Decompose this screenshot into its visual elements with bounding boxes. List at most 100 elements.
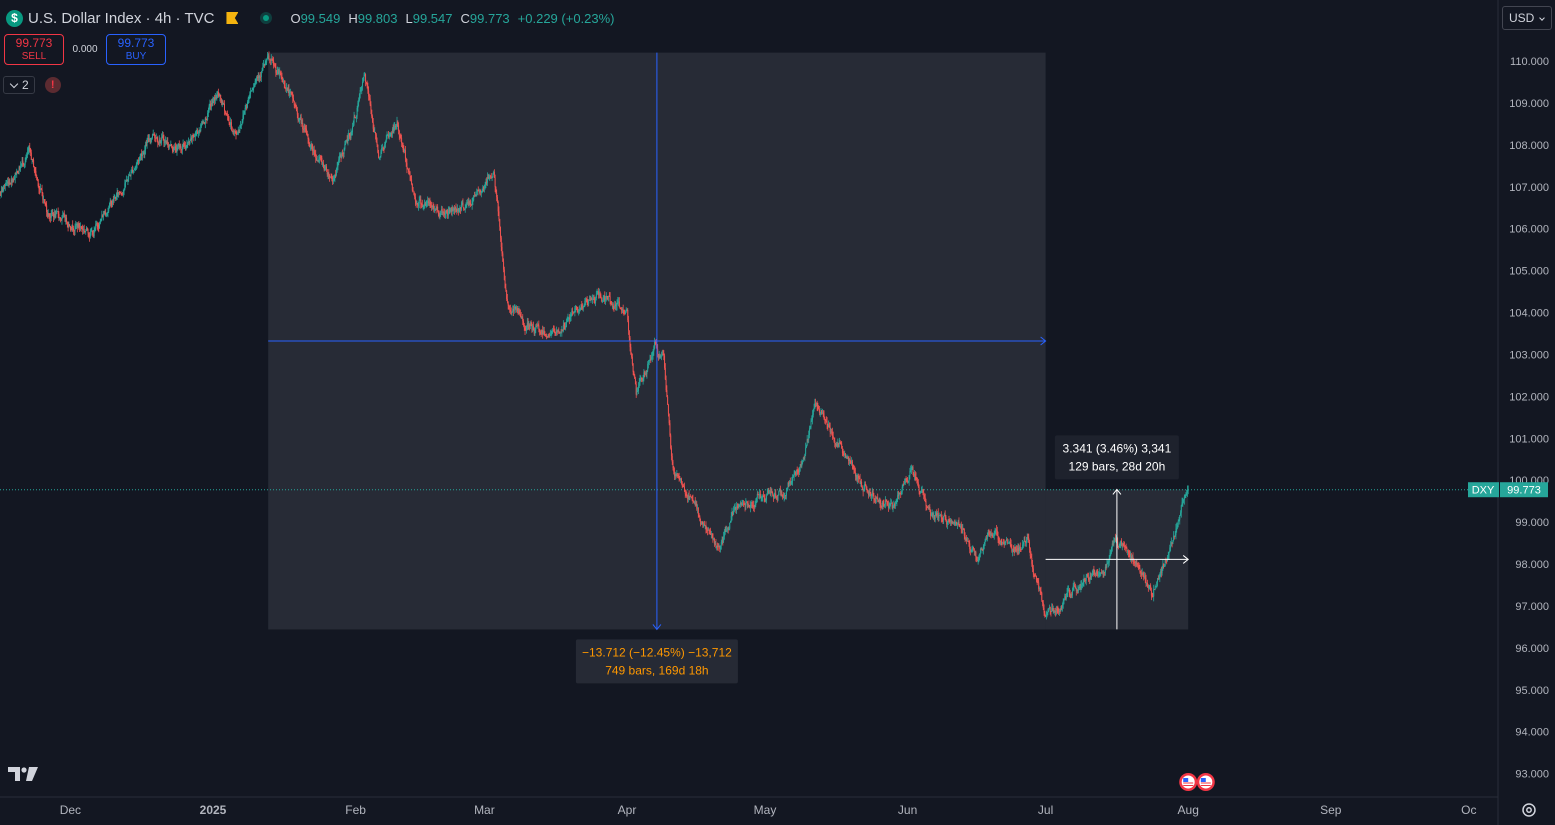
candle-body [398, 125, 400, 131]
candle-body [582, 307, 584, 309]
candle-body [250, 90, 252, 92]
alert-icon[interactable]: ! [44, 77, 61, 93]
candle-body [1024, 540, 1026, 542]
candle-body [948, 519, 950, 522]
candle-body [46, 212, 48, 217]
buy-button[interactable]: 99.773 BUY [106, 34, 166, 65]
candle-body [404, 150, 406, 151]
candle-body [866, 488, 868, 491]
sell-button[interactable]: 99.773 SELL [4, 34, 64, 65]
candle-body [11, 179, 13, 182]
candle-body [425, 202, 427, 206]
candle-body [199, 130, 201, 131]
candle-body [674, 474, 676, 477]
candle-body [470, 204, 472, 206]
indicator-row: 2 ! [3, 76, 61, 94]
candle-body [815, 402, 817, 405]
symbol-title[interactable]: U.S. Dollar Index · 4h · TVC [28, 9, 215, 27]
candle-body [923, 494, 925, 498]
us-flag-icon[interactable] [1196, 773, 1215, 791]
candle-body [778, 491, 780, 496]
candle-body [1043, 608, 1045, 613]
candle-body [330, 176, 332, 178]
candle-body [316, 157, 317, 161]
candle-body [112, 200, 114, 205]
candle-body [838, 441, 840, 444]
candle-body [86, 227, 87, 231]
flag-icon[interactable] [226, 12, 238, 24]
candle-body [666, 390, 668, 397]
candle-body [360, 89, 362, 91]
candle-body [996, 530, 998, 536]
candle-body [307, 134, 309, 140]
candle-body [217, 92, 219, 96]
candle-body [401, 143, 403, 145]
candle-body [909, 470, 911, 476]
candle-body [1039, 588, 1041, 591]
candle-body [356, 108, 358, 117]
candle-body [1025, 540, 1027, 544]
candle-body [225, 112, 227, 114]
candle-body [222, 101, 224, 105]
candle-body [1069, 592, 1071, 596]
settings-gear-icon[interactable] [1520, 801, 1538, 819]
candle-body [702, 523, 704, 527]
candle-body [148, 138, 150, 140]
candle-body [543, 330, 545, 335]
candle-body [818, 409, 820, 413]
rise-measure-label-line1: 3.341 (3.46%) 3,341 [1063, 441, 1172, 455]
candle-body [1173, 535, 1175, 537]
candle-body [598, 292, 600, 295]
market-open-icon[interactable] [260, 12, 273, 24]
candle-body [1084, 580, 1086, 581]
candle-body [100, 219, 102, 221]
candle-body [665, 379, 667, 391]
candle-body [362, 81, 363, 87]
candle-body [935, 513, 937, 516]
candle-body [1021, 547, 1023, 550]
candle-body [944, 514, 946, 517]
candle-body [923, 492, 925, 495]
candle-body [175, 148, 177, 153]
candle-body [240, 125, 242, 127]
candle-body [972, 547, 974, 549]
candle-body [1053, 608, 1055, 612]
y-tick-label: 101.000 [1509, 433, 1549, 445]
candle-body [483, 186, 485, 189]
candle-body [192, 135, 194, 136]
candle-body [138, 158, 140, 161]
indicators-count: 2 [22, 78, 29, 92]
candle-body [911, 466, 913, 468]
candle-body [479, 190, 481, 192]
candle-body [1027, 537, 1029, 539]
candle-body [1028, 538, 1030, 543]
candle-body [838, 443, 840, 445]
candle-body [1010, 544, 1012, 548]
candle-body [1022, 544, 1024, 548]
indicators-collapse-button[interactable]: 2 [3, 76, 35, 94]
tradingview-logo-icon[interactable] [7, 765, 39, 783]
us-flag-icon[interactable] [1179, 773, 1198, 791]
candle-body [961, 528, 963, 530]
candle-body [1160, 571, 1162, 574]
candle-body [533, 330, 535, 334]
candle-body [1078, 586, 1080, 588]
candle-body [1159, 576, 1161, 578]
dollar-symbol-icon[interactable]: $ [6, 9, 23, 27]
candle-body [0, 190, 2, 193]
candle-body [512, 308, 514, 312]
candle-body [703, 524, 705, 527]
candle-body [382, 147, 384, 149]
candle-body [969, 543, 971, 550]
candle-body [516, 308, 518, 311]
candle-body [363, 75, 365, 78]
candle-body [627, 310, 629, 321]
arrow-icon [1112, 488, 1122, 495]
currency-select[interactable]: USD [1502, 6, 1552, 30]
candle-body [791, 480, 793, 483]
candle-body [455, 206, 457, 209]
candle-body [133, 169, 135, 172]
x-tick-label: Dec [60, 803, 81, 817]
candle-body [1168, 552, 1170, 556]
